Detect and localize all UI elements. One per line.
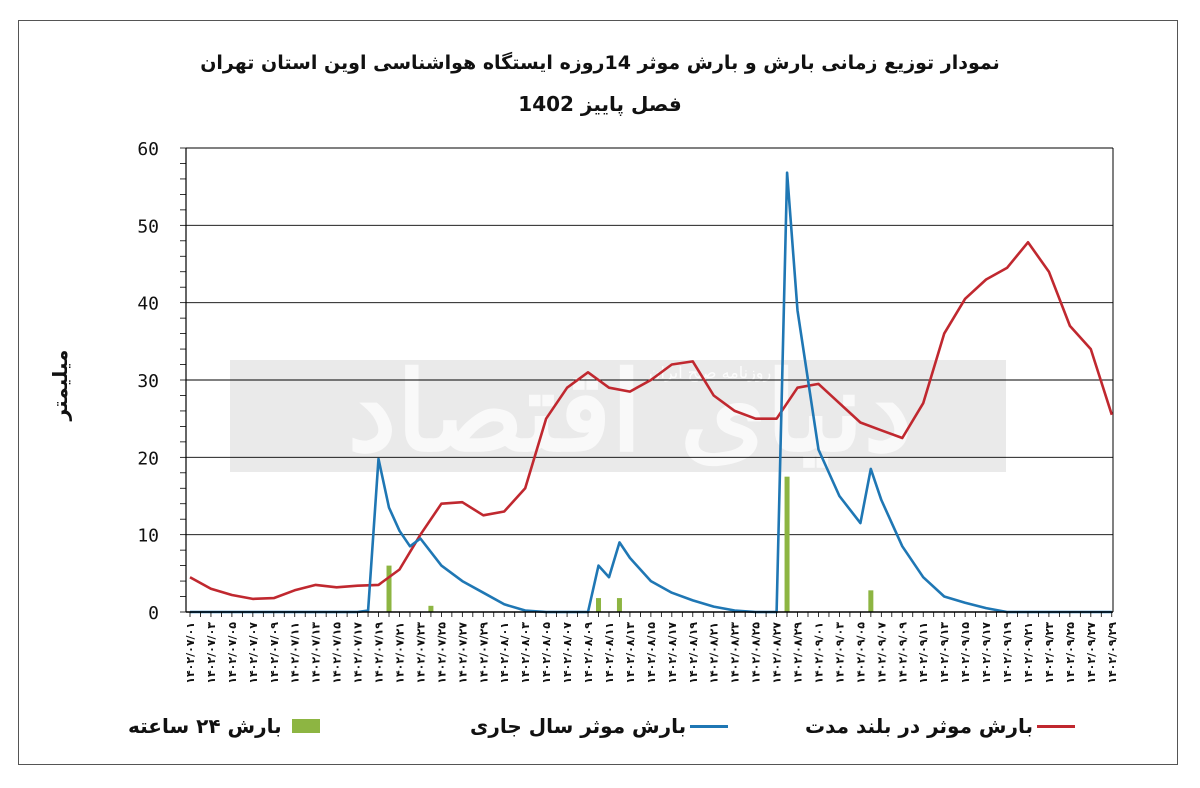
x-tick-label: ۱۴۰۲/۰۷/۱۹: [373, 622, 386, 684]
x-tick-label: ۱۴۰۲/۰۷/۲۷: [456, 622, 469, 684]
x-tick-label: ۱۴۰۲/۰۷/۰۵: [226, 622, 239, 684]
x-tick-label: ۱۴۰۲/۰۹/۰۳: [833, 622, 846, 684]
bar-24h: [386, 565, 392, 612]
x-tick-label: ۱۴۰۲/۰۸/۲۱: [708, 622, 721, 684]
y-tick-label: 50: [137, 216, 159, 237]
x-tick-label: ۱۴۰۲/۰۸/۲۷: [771, 622, 784, 684]
x-tick-label: ۱۴۰۲/۰۹/۲۷: [1085, 622, 1098, 684]
x-tick-label: ۱۴۰۲/۰۸/۰۹: [582, 622, 595, 684]
x-tick-label: ۱۴۰۲/۰۸/۱۳: [624, 622, 637, 684]
watermark-subtext: روزنامه صبح ایران: [649, 363, 772, 383]
x-tick-label: ۱۴۰۲/۰۸/۱۹: [687, 622, 700, 684]
x-tick-label: ۱۴۰۲/۰۹/۲۳: [1043, 622, 1056, 684]
x-tick-label: ۱۴۰۲/۰۷/۰۱: [184, 622, 197, 684]
x-tick-label: ۱۴۰۲/۰۹/۲۱: [1022, 622, 1035, 684]
x-tick-label: ۱۴۰۲/۰۹/۱۹: [1001, 622, 1014, 684]
x-tick-label: ۱۴۰۲/۰۸/۱۵: [645, 622, 658, 684]
bar-24h: [596, 598, 602, 612]
legend-label-24h: بارش ۲۴ ساعته: [128, 714, 282, 738]
y-tick-label: 60: [137, 139, 159, 160]
bar-24h: [616, 598, 622, 612]
watermark-logo-text: دنیای اقتصاد: [348, 347, 913, 476]
y-tick-label: 20: [137, 448, 159, 469]
x-tick-label: ۱۴۰۲/۰۷/۰۷: [247, 622, 260, 684]
bar-24h: [784, 476, 790, 612]
bar-24h: [868, 590, 874, 612]
y-tick-label: 10: [137, 526, 159, 547]
x-tick-label: ۱۴۰۲/۰۷/۲۵: [435, 622, 448, 684]
x-tick-label: ۱۴۰۲/۰۹/۲۹: [1106, 622, 1119, 684]
x-tick-label: ۱۴۰۲/۰۸/۰۷: [561, 622, 574, 684]
legend-item-24h: بارش ۲۴ ساعته: [128, 711, 320, 741]
legend-item-current: بارش موثر سال جاری: [470, 711, 729, 741]
x-tick-label: ۱۴۰۲/۰۷/۱۷: [352, 622, 365, 684]
x-tick-label: ۱۴۰۲/۰۸/۰۵: [540, 622, 553, 684]
legend-swatch-24h: [291, 719, 320, 733]
x-tick-label: ۱۴۰۲/۰۷/۱۵: [331, 622, 344, 684]
x-tick-label: ۱۴۰۲/۰۸/۰۱: [498, 622, 511, 684]
x-tick-label: ۱۴۰۲/۰۹/۰۵: [854, 622, 867, 684]
x-tick-label: ۱۴۰۲/۰۷/۰۹: [268, 622, 281, 684]
x-tick-label: ۱۴۰۲/۰۸/۱۷: [666, 622, 679, 684]
legend-swatch-current: [690, 724, 729, 728]
x-tick-label: ۱۴۰۲/۰۸/۰۳: [519, 622, 532, 684]
x-tick-label: ۱۴۰۲/۰۷/۲۳: [414, 622, 427, 684]
x-tick-label: ۱۴۰۲/۰۸/۲۳: [729, 622, 742, 684]
x-tick-label: ۱۴۰۲/۰۹/۱۵: [959, 622, 972, 684]
x-tick-label: ۱۴۰۲/۰۷/۲۹: [477, 622, 490, 684]
x-tick-label: ۱۴۰۲/۰۸/۲۵: [750, 622, 763, 684]
legend-item-longterm: بارش موثر در بلند مدت: [805, 711, 1076, 741]
x-tick-label: ۱۴۰۲/۰۸/۲۹: [792, 622, 805, 684]
line-series-current: [190, 171, 1112, 614]
bar-24h: [428, 605, 434, 612]
x-tick-label: ۱۴۰۲/۰۹/۲۵: [1064, 622, 1077, 684]
legend-swatch-longterm: [1037, 724, 1076, 728]
x-tick-label: ۱۴۰۲/۰۹/۰۷: [875, 622, 888, 684]
x-tick-label: ۱۴۰۲/۰۹/۰۱: [813, 622, 826, 684]
line-series-longterm: [189, 241, 1114, 601]
y-tick-label: 30: [137, 371, 159, 392]
x-tick-label: ۱۴۰۲/۰۷/۱۳: [310, 622, 323, 684]
x-tick-label: ۱۴۰۲/۰۸/۱۱: [603, 622, 616, 684]
chart-subtitle: فصل پاییز 1402: [518, 92, 682, 116]
x-tick-label: ۱۴۰۲/۰۹/۱۳: [938, 622, 951, 684]
watermark-band: [230, 360, 1006, 472]
y-tick-label: 0: [148, 603, 159, 624]
chart-title: نمودار توزیع زمانی بارش و بارش موثر 14رو…: [200, 52, 1000, 74]
legend-label-current: بارش موثر سال جاری: [470, 714, 687, 738]
x-tick-label: ۱۴۰۲/۰۷/۱۱: [289, 622, 302, 684]
y-tick-label: 40: [137, 294, 159, 315]
x-tick-label: ۱۴۰۲/۰۹/۱۷: [980, 622, 993, 684]
legend-label-longterm: بارش موثر در بلند مدت: [805, 714, 1034, 738]
x-tick-label: ۱۴۰۲/۰۷/۲۱: [394, 622, 407, 684]
x-tick-label: ۱۴۰۲/۰۷/۰۳: [205, 622, 218, 684]
x-tick-label: ۱۴۰۲/۰۹/۰۹: [896, 622, 909, 684]
x-tick-label: ۱۴۰۲/۰۹/۱۱: [917, 622, 930, 684]
